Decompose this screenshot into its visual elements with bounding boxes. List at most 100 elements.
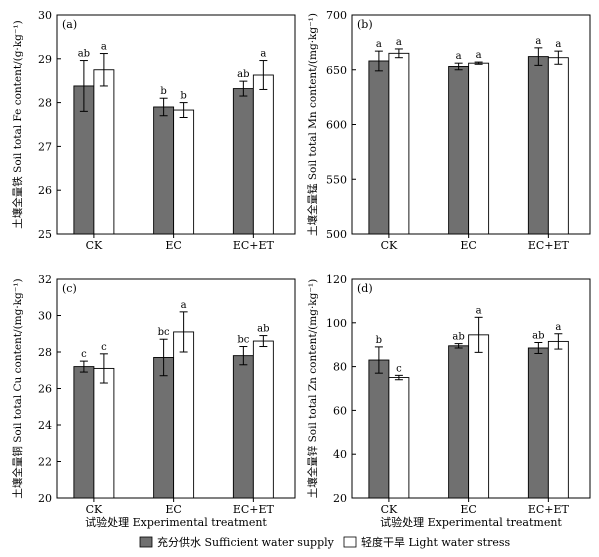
x-tick-label: EC+ET: [233, 503, 275, 516]
legend-swatch-light-stress: [343, 536, 357, 548]
legend-label-sufficient: 充分供水 Sufficient water supply: [157, 535, 335, 549]
panel-label: (c): [62, 282, 77, 295]
y-tick-label: 30: [38, 310, 52, 323]
y-axis-label: 土壤全量铜 Soil total Cu content/(mg·kg⁻¹): [11, 278, 24, 498]
significance-letter: ab: [452, 332, 464, 343]
y-tick-label: 26: [38, 184, 52, 197]
significance-letter: ab: [532, 331, 544, 342]
x-tick-label: EC: [165, 239, 181, 252]
significance-letter: b: [180, 91, 186, 102]
x-tick-label: CK: [86, 503, 103, 516]
y-tick-label: 20: [38, 492, 52, 505]
y-tick-label: 28: [38, 97, 52, 110]
y-axis-label: 土壤全量铁 Soil total Fe content/(g·kg⁻¹): [11, 20, 24, 228]
y-tick-label: 40: [333, 448, 347, 461]
significance-letter: bc: [158, 327, 170, 338]
x-tick-label: EC: [165, 503, 181, 516]
y-tick-label: 80: [333, 361, 347, 374]
y-tick-label: 650: [326, 64, 347, 77]
x-tick-label: EC+ET: [233, 239, 275, 252]
bar: [527, 347, 549, 499]
y-tick-label: 500: [326, 228, 347, 241]
significance-letter: a: [260, 49, 266, 60]
significance-letter: a: [476, 50, 482, 61]
significance-letter: bc: [237, 335, 249, 346]
bar: [368, 359, 390, 499]
significance-letter: a: [476, 305, 482, 316]
bar: [153, 106, 175, 235]
bar: [388, 377, 410, 499]
bar: [252, 340, 274, 499]
chart-panel-3: 20222426283032CKccECbcaEC+ETbcab(c)土壤全量铜…: [11, 273, 296, 529]
bar: [547, 340, 569, 499]
significance-letter: b: [160, 86, 166, 97]
x-tick-label: EC: [460, 239, 476, 252]
significance-letter: a: [555, 322, 561, 333]
significance-letter: ab: [257, 324, 269, 335]
significance-letter: a: [456, 51, 462, 62]
bar: [93, 367, 115, 499]
y-tick-label: 30: [38, 9, 52, 22]
x-tick-label: EC+ET: [528, 503, 570, 516]
bar: [173, 331, 195, 499]
y-tick-label: 100: [326, 317, 347, 330]
bar: [93, 69, 115, 235]
significance-letter: ab: [78, 49, 90, 60]
panel-label: (b): [357, 18, 373, 31]
x-tick-label: CK: [381, 503, 398, 516]
legend-label-light-stress: 轻度干旱 Light water stress: [361, 535, 510, 549]
y-tick-label: 550: [326, 173, 347, 186]
y-tick-label: 29: [38, 53, 52, 66]
x-axis-label: 试验处理 Experimental treatment: [380, 515, 562, 529]
bar: [448, 345, 470, 499]
significance-letter: b: [376, 335, 382, 346]
significance-letter: a: [101, 42, 107, 53]
chart-panel-4: 20406080100120CKbcECabaEC+ETaba(d)土壤全量锌 …: [306, 273, 591, 529]
bar: [368, 60, 390, 235]
bar: [448, 66, 470, 235]
y-tick-label: 28: [38, 346, 52, 359]
bar: [232, 355, 254, 499]
significance-letter: ab: [237, 69, 249, 80]
bar: [252, 74, 274, 235]
bar: [527, 56, 549, 235]
significance-letter: a: [555, 39, 561, 50]
y-tick-label: 120: [326, 273, 347, 286]
y-tick-label: 60: [333, 404, 347, 417]
y-tick-label: 600: [326, 119, 347, 132]
y-tick-label: 26: [38, 383, 52, 396]
bar: [388, 52, 410, 235]
y-tick-label: 700: [326, 9, 347, 22]
y-tick-label: 32: [38, 273, 52, 286]
x-axis-label: 试验处理 Experimental treatment: [85, 515, 267, 529]
bar: [173, 109, 195, 235]
significance-letter: a: [396, 37, 402, 48]
legend: 充分供水 Sufficient water supply 轻度干旱 Light …: [139, 535, 510, 549]
y-tick-label: 25: [38, 228, 52, 241]
significance-letter: a: [535, 36, 541, 47]
y-axis-label: 土壤全量锌 Soil total Zn content/(mg·kg⁻¹): [306, 279, 319, 498]
bar: [468, 334, 490, 499]
bar: [547, 57, 569, 235]
bar: [153, 357, 175, 499]
bar: [73, 366, 95, 499]
significance-letter: a: [376, 39, 382, 50]
y-tick-label: 27: [38, 140, 52, 153]
significance-letter: a: [181, 300, 187, 311]
panel-label: (a): [62, 18, 77, 31]
significance-letter: c: [101, 342, 107, 353]
significance-letter: c: [81, 349, 87, 360]
legend-swatch-sufficient: [139, 536, 153, 548]
significance-letter: c: [396, 363, 402, 374]
x-tick-label: EC: [460, 503, 476, 516]
bar: [468, 62, 490, 235]
x-tick-label: CK: [381, 239, 398, 252]
y-tick-label: 22: [38, 456, 52, 469]
panel-label: (d): [357, 282, 373, 295]
x-tick-label: EC+ET: [528, 239, 570, 252]
bar: [232, 88, 254, 235]
y-tick-label: 24: [38, 419, 52, 432]
